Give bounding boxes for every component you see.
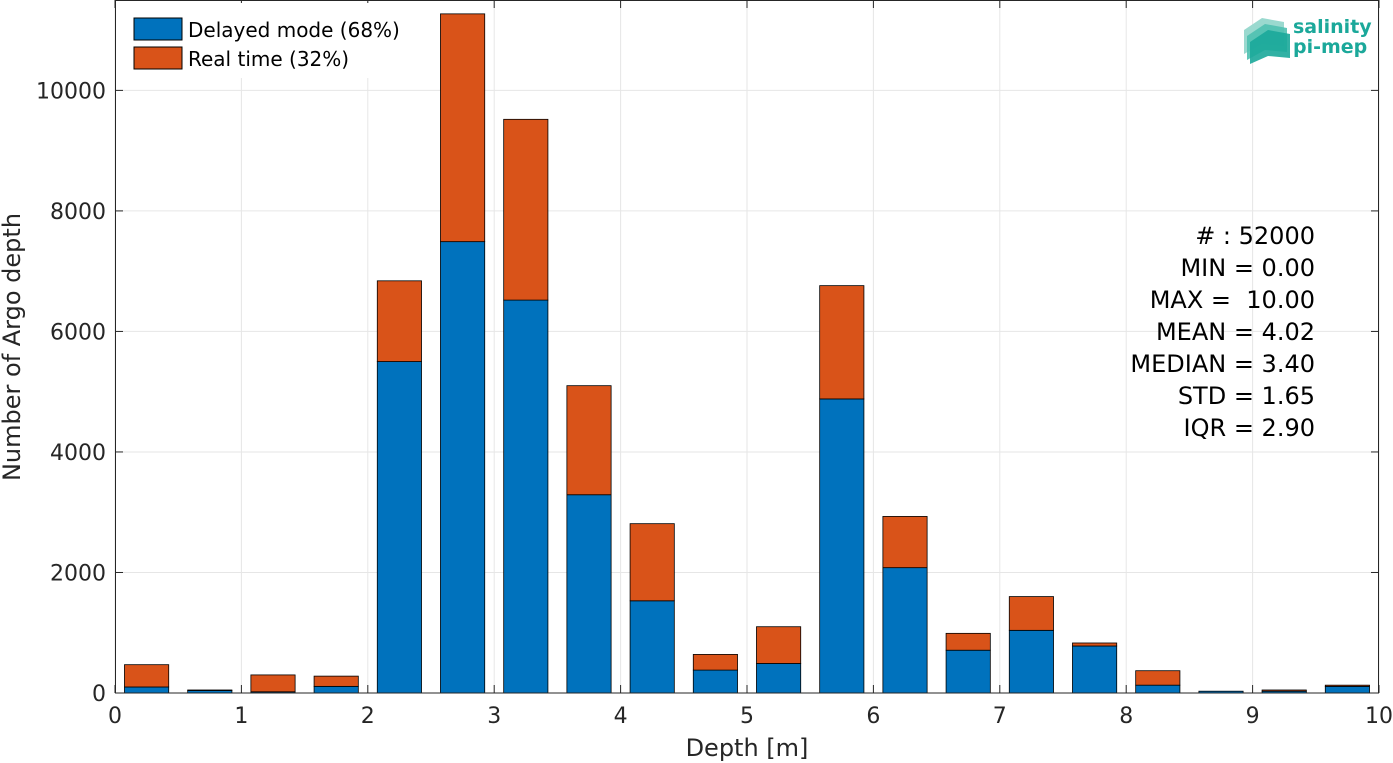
x-tick-label-4: 4 bbox=[614, 704, 628, 729]
bar-realtime-9 bbox=[692, 654, 738, 671]
y-tick-label-3: 6000 bbox=[50, 320, 106, 345]
stats-count: # : 52000 bbox=[1195, 222, 1315, 250]
x-tick-label-0: 0 bbox=[108, 704, 122, 729]
x-axis-label: Depth [m] bbox=[686, 734, 809, 762]
bar-realtime-19 bbox=[1324, 684, 1370, 687]
bar-delayed-8 bbox=[629, 600, 675, 694]
x-tick-label-5: 5 bbox=[740, 704, 754, 729]
legend-label-realtime: Real time (32%) bbox=[188, 47, 349, 71]
stats-std: STD = 1.65 bbox=[1178, 382, 1315, 410]
x-tick-label-2: 2 bbox=[361, 704, 375, 729]
stats-mean: MEAN = 4.02 bbox=[1156, 318, 1315, 346]
x-tick-label-8: 8 bbox=[1119, 704, 1133, 729]
x-tick-label-6: 6 bbox=[866, 704, 880, 729]
y-axis-label: Number of Argo depth bbox=[0, 213, 26, 481]
bar-realtime-12 bbox=[882, 516, 928, 569]
bar-delayed-10 bbox=[756, 663, 802, 694]
y-tick-label-1: 2000 bbox=[50, 561, 106, 586]
x-tick-label-9: 9 bbox=[1246, 704, 1260, 729]
ticks: 0 1 2 3 4 5 6 7 8 9 10 0 2000 4000 6000 8000 10000 bbox=[36, 0, 1393, 729]
bar-realtime-0 bbox=[124, 664, 170, 688]
legend-label-delayed: Delayed mode (68%) bbox=[188, 18, 400, 42]
x-tick-label-10: 10 bbox=[1365, 704, 1393, 729]
bar-delayed-6 bbox=[503, 299, 549, 694]
bar-realtime-13 bbox=[945, 632, 991, 651]
legend-swatch-delayed bbox=[133, 17, 183, 41]
bar-delayed-11 bbox=[819, 398, 865, 694]
bar-delayed-9 bbox=[692, 669, 738, 694]
y-tick-label-5: 10000 bbox=[36, 79, 106, 104]
bar-delayed-16 bbox=[1135, 684, 1181, 694]
stats-min: MIN = 0.00 bbox=[1180, 254, 1315, 282]
logo-text-salinity: salinity bbox=[1293, 16, 1372, 38]
stats-max: MAX = 10.00 bbox=[1150, 286, 1315, 314]
bar-delayed-12 bbox=[882, 567, 928, 694]
bars bbox=[124, 13, 1370, 694]
bar-realtime-15 bbox=[1072, 642, 1118, 647]
y-tick-label-0: 0 bbox=[92, 682, 106, 707]
bar-delayed-13 bbox=[945, 649, 991, 694]
bar-delayed-14 bbox=[1008, 629, 1054, 694]
bar-realtime-5 bbox=[440, 13, 486, 243]
stats-median: MEDIAN = 3.40 bbox=[1130, 350, 1315, 378]
y-tick-label-2: 4000 bbox=[50, 441, 106, 466]
logo-text-pimep: pi-mep bbox=[1293, 36, 1367, 58]
bar-realtime-3 bbox=[313, 675, 359, 687]
legend: Delayed mode (68%) Real time (32%) bbox=[120, 3, 423, 78]
x-tick-label-1: 1 bbox=[234, 704, 248, 729]
bar-realtime-11 bbox=[819, 285, 865, 400]
bar-realtime-16 bbox=[1135, 670, 1181, 686]
bar-delayed-3 bbox=[313, 685, 359, 694]
x-tick-label-3: 3 bbox=[487, 704, 501, 729]
x-tick-label-7: 7 bbox=[993, 704, 1007, 729]
bar-realtime-18 bbox=[1261, 689, 1307, 692]
salinity-pimep-logo: salinity pi-mep bbox=[1244, 16, 1372, 64]
bar-delayed-7 bbox=[566, 494, 612, 694]
bar-delayed-15 bbox=[1072, 645, 1118, 694]
bar-realtime-7 bbox=[566, 385, 612, 496]
bar-realtime-4 bbox=[376, 280, 422, 362]
bar-delayed-19 bbox=[1324, 685, 1370, 694]
bar-realtime-8 bbox=[629, 523, 675, 602]
bar-realtime-6 bbox=[503, 118, 549, 301]
bar-delayed-0 bbox=[124, 686, 170, 694]
bar-delayed-4 bbox=[376, 361, 422, 694]
bar-realtime-10 bbox=[756, 626, 802, 664]
bar-realtime-14 bbox=[1008, 596, 1054, 631]
bar-realtime-1 bbox=[187, 689, 233, 691]
stats-iqr: IQR = 2.90 bbox=[1184, 414, 1315, 442]
bar-realtime-2 bbox=[250, 674, 296, 693]
legend-swatch-realtime bbox=[133, 46, 183, 70]
waves-icon bbox=[1244, 18, 1290, 64]
bar-delayed-5 bbox=[440, 241, 486, 694]
stats-annotation: # : 52000 MIN = 0.00 MAX = 10.00 MEAN = … bbox=[1130, 222, 1315, 442]
y-tick-label-4: 8000 bbox=[50, 200, 106, 225]
